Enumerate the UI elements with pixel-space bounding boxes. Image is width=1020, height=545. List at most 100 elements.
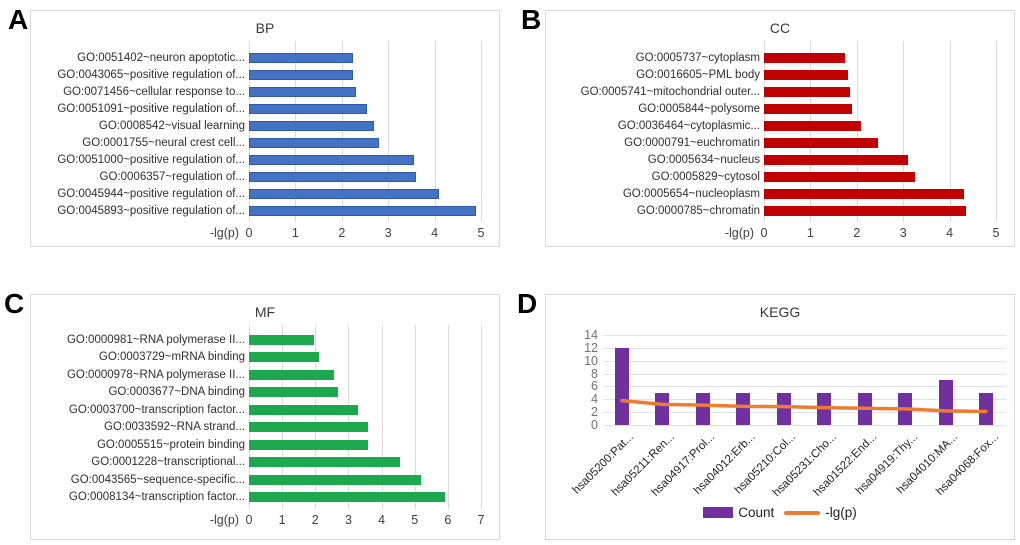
category-label: GO:0003700~transcription factor... — [68, 403, 245, 416]
bar — [249, 52, 354, 63]
count-bar — [938, 380, 953, 425]
kegg-chart: 0 2 4 6 8 10 12 14 hsa05200:Pat... hsa05211:Ren..… — [546, 295, 1014, 539]
category-label: GO:0033592~RNA strand... — [104, 421, 245, 434]
x-tick-label: 5 — [477, 226, 485, 240]
y-tick-label: 4 — [591, 392, 598, 407]
x-tick-label: 0 — [245, 226, 253, 240]
bar — [249, 69, 354, 80]
x-tick-label: 2 — [338, 226, 346, 240]
gridline — [481, 325, 482, 509]
x-tick-label: 6 — [444, 513, 452, 527]
gridline — [447, 325, 449, 509]
bar — [249, 103, 368, 114]
bar — [764, 86, 850, 97]
category-label: GO:0005515~protein binding — [96, 438, 245, 451]
category-label: GO:0043565~sequence-specific... — [70, 473, 245, 486]
gridline — [434, 41, 436, 222]
gridline — [764, 41, 765, 222]
panel-letter-b: B — [521, 4, 542, 35]
bar — [249, 457, 400, 468]
x-tick-label: 4 — [946, 226, 954, 240]
gridline — [341, 41, 343, 222]
gridline — [949, 41, 951, 222]
bar — [764, 103, 853, 114]
category-label: GO:0045944~positive regulation of... — [57, 187, 245, 200]
gridline — [810, 41, 812, 222]
chart-row: GO:0005829~cytosol — [546, 168, 1014, 185]
x-tick-label: 0 — [760, 226, 768, 240]
x-tick-label: 5 — [992, 226, 1000, 240]
gridline — [604, 399, 1006, 401]
legend: Count -lg(p) — [546, 505, 1014, 520]
gridline — [604, 412, 1006, 414]
gridline — [604, 386, 1006, 388]
x-tick-label: 3 — [384, 226, 392, 240]
chart-title-kegg: KEGG — [759, 304, 801, 320]
y-tick-label: 0 — [591, 418, 598, 432]
gridline — [903, 41, 905, 222]
bar — [764, 154, 908, 165]
chart-row: GO:0000785~chromatin — [546, 202, 1014, 219]
bar — [764, 188, 964, 199]
chart-row: GO:0005515~protein binding — [31, 436, 499, 454]
x-tick-label: 0 — [245, 513, 253, 527]
legend-lgp-item: -lg(p) — [784, 505, 857, 520]
panel-letter-d: D — [517, 288, 538, 319]
category-label: GO:0001228~transcriptional... — [91, 456, 245, 469]
count-bar — [736, 392, 751, 425]
gridline — [282, 325, 284, 509]
chart-row: GO:0001228~transcriptional... — [31, 454, 499, 472]
count-bar — [695, 392, 710, 425]
chart-row: GO:0003729~mRNA binding — [31, 349, 499, 367]
bar — [249, 404, 359, 415]
category-label: GO:0000978~RNA polymerase II... — [66, 368, 245, 381]
x-axis-label: -lg(p) — [724, 226, 754, 240]
x-tick-label: 4 — [378, 513, 386, 527]
x-tick-label: 2 — [853, 226, 861, 240]
chart-row: GO:0003677~DNA binding — [31, 384, 499, 402]
category-label: GO:0003677~DNA binding — [108, 386, 245, 399]
bar — [249, 171, 417, 182]
bar-rows: GO:0051402~neuron apoptotic... GO:0043065… — [31, 49, 499, 219]
chart-row: GO:0006357~regulation of... — [31, 168, 499, 185]
bar — [249, 120, 375, 131]
bp-chart: GO:0051402~neuron apoptotic... GO:0043065… — [31, 11, 499, 246]
chart-row: GO:0033592~RNA strand... — [31, 419, 499, 437]
chart-row: GO:0008542~visual learning — [31, 117, 499, 134]
chart-row: GO:0071456~cellular response to... — [31, 83, 499, 100]
y-tick-label: 12 — [584, 340, 598, 355]
legend-lgp-swatch — [784, 510, 821, 515]
chart-row: GO:0005741~mitochondrial outer... — [546, 83, 1014, 100]
gridline — [604, 373, 1006, 375]
gridline — [996, 41, 997, 222]
category-label: GO:0036464~cytoplasmic... — [617, 119, 760, 132]
legend-count-swatch — [703, 507, 734, 518]
gridline — [348, 325, 350, 509]
panel-letter-c: C — [4, 288, 25, 319]
y-tick-label: 14 — [584, 328, 598, 342]
category-label: GO:0005634~nucleus — [647, 153, 760, 166]
lgp-line — [620, 398, 988, 414]
category-label: GO:0000791~euchromatin — [624, 136, 760, 149]
gridline — [604, 360, 1006, 362]
gridline — [604, 347, 1006, 349]
bar — [764, 137, 878, 148]
bar — [764, 205, 966, 216]
bar — [249, 439, 369, 450]
gridline — [604, 335, 1006, 336]
category-label: GO:0008134~transcription factor... — [68, 491, 245, 504]
gridline — [249, 325, 250, 509]
bar — [249, 422, 369, 433]
count-bar — [655, 392, 670, 425]
bar-rows: GO:0000981~RNA polymerase II... GO:000372… — [31, 331, 499, 506]
chart-row: GO:0043565~sequence-specific... — [31, 471, 499, 489]
y-tick-label: 2 — [591, 405, 598, 420]
category-label: GO:0005741~mitochondrial outer... — [580, 85, 760, 98]
chart-row: GO:0051091~positive regulation of... — [31, 100, 499, 117]
bar — [764, 120, 862, 131]
count-bar — [615, 347, 629, 425]
y-tick-label: 10 — [584, 353, 598, 368]
gridline — [481, 41, 482, 222]
category-label: GO:0051402~neuron apoptotic... — [77, 51, 245, 64]
